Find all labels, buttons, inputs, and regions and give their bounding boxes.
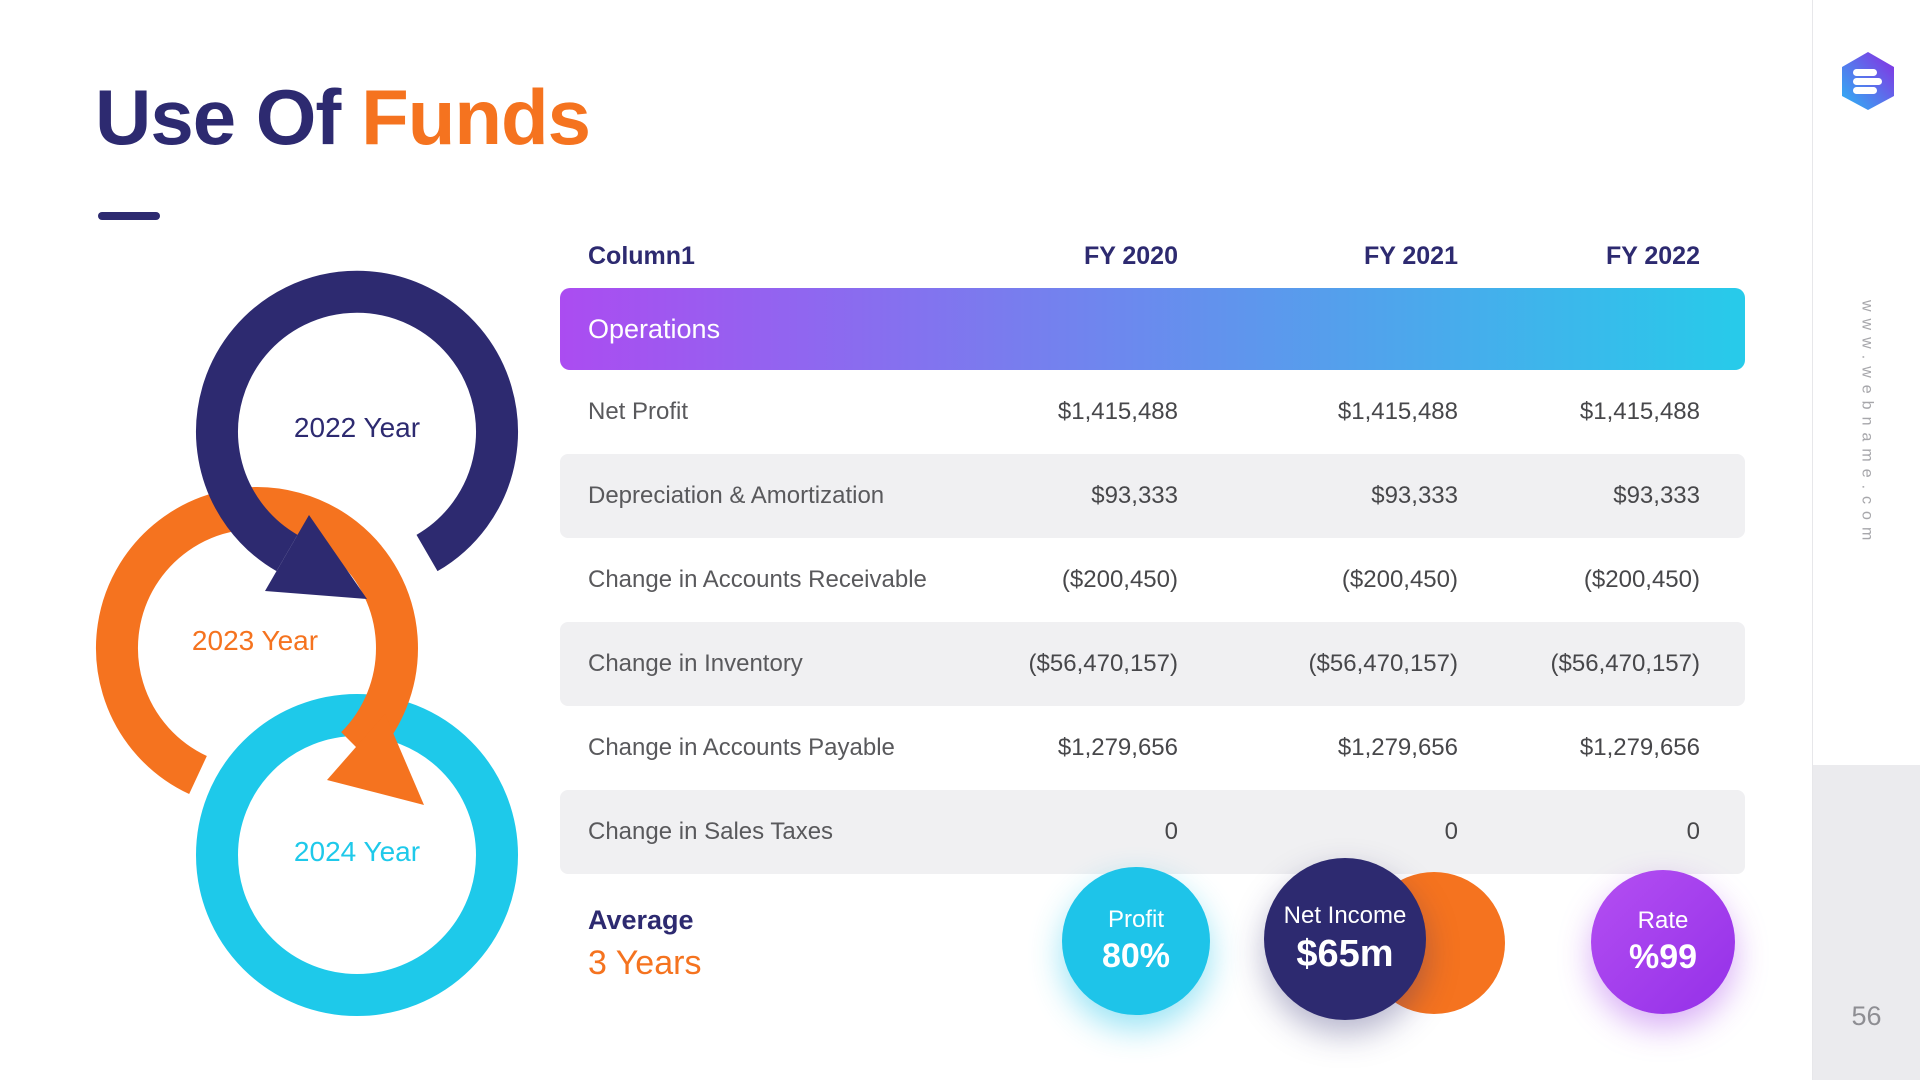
- section-label: Operations: [588, 313, 721, 344]
- column-header-label: Column1: [588, 241, 695, 270]
- row-label: Change in Accounts Receivable: [588, 566, 927, 593]
- row-label: Change in Accounts Payable: [588, 734, 895, 761]
- table-row: Change in Accounts Payable $1,279,656 $1…: [560, 706, 1745, 790]
- profit-badge: Profit 80%: [1062, 867, 1210, 1015]
- table-row: Change in Sales Taxes 0 0 0: [560, 790, 1745, 874]
- cell-value: $93,333: [1371, 482, 1458, 509]
- title-part-1: Use Of: [95, 73, 341, 161]
- net-income-badge: Net Income $65m: [1264, 858, 1426, 1020]
- row-label: Change in Inventory: [588, 650, 803, 677]
- cell-value: ($56,470,157): [1550, 650, 1700, 677]
- cell-value: $1,415,488: [1337, 398, 1458, 425]
- cell-value: $1,279,656: [1579, 734, 1700, 761]
- sidebar-bottom-panel: 56: [1813, 765, 1920, 1080]
- page-title: Use Of Funds: [95, 72, 591, 163]
- section-header-operations: Operations: [560, 288, 1745, 370]
- cell-value: 0: [1444, 818, 1458, 845]
- row-label: Net Profit: [588, 398, 689, 425]
- cell-value: ($200,450): [1341, 566, 1458, 593]
- arrow-2023-icon: [327, 714, 424, 805]
- table-header-row: Column1 FY 2020 FY 2021 FY 2022: [560, 232, 1745, 280]
- row-label: Change in Sales Taxes: [588, 818, 834, 845]
- profit-badge-label: Profit: [1107, 906, 1164, 933]
- cell-value: ($200,450): [1583, 566, 1700, 593]
- website-url: www.webname.com: [1858, 300, 1876, 548]
- rate-badge-value: %99: [1628, 938, 1698, 976]
- financial-table: Column1 FY 2020 FY 2021 FY 2022 Operatio…: [560, 232, 1745, 874]
- page-number: 56: [1851, 1001, 1882, 1031]
- ring-2022: [196, 270, 518, 599]
- cell-value: $93,333: [1091, 482, 1178, 509]
- cell-value: $93,333: [1613, 482, 1700, 509]
- cell-value: ($200,450): [1061, 566, 1178, 593]
- year-label-2024: 2024 Year: [293, 836, 421, 867]
- cell-value: $1,279,656: [1337, 734, 1458, 761]
- right-sidebar: www.webname.com 56: [1812, 0, 1920, 1080]
- year-label-2022: 2022 Year: [293, 412, 421, 443]
- cell-value: $1,415,488: [1579, 398, 1700, 425]
- cell-value: ($56,470,157): [1308, 650, 1458, 677]
- net-income-badge-label: Net Income: [1283, 902, 1407, 929]
- year-cycle-graphic: [95, 270, 518, 1016]
- summary-label: Average: [588, 905, 694, 935]
- title-underline: [98, 212, 160, 220]
- row-label: Depreciation & Amortization: [588, 482, 885, 509]
- summary-block: Average 3 Years: [588, 905, 701, 983]
- table-row: Change in Accounts Receivable ($200,450)…: [560, 538, 1745, 622]
- year-label-2023: 2023 Year: [191, 625, 319, 656]
- rate-badge-label: Rate: [1637, 907, 1689, 934]
- title-part-2: Funds: [361, 73, 591, 161]
- table-row: Net Profit $1,415,488 $1,415,488 $1,415,…: [560, 370, 1745, 454]
- table-row: Depreciation & Amortization $93,333 $93,…: [560, 454, 1745, 538]
- cell-value: ($56,470,157): [1028, 650, 1178, 677]
- column-header-fy2020: FY 2020: [1083, 241, 1178, 270]
- table-row: Change in Inventory ($56,470,157) ($56,4…: [560, 622, 1745, 706]
- rate-badge: Rate %99: [1591, 870, 1735, 1014]
- net-income-badge-value: $65m: [1296, 933, 1394, 975]
- cell-value: $1,279,656: [1057, 734, 1178, 761]
- column-header-fy2022: FY 2022: [1605, 241, 1700, 270]
- profit-badge-value: 80%: [1101, 937, 1171, 975]
- arrow-2022-icon: [265, 515, 367, 599]
- cell-value: $1,415,488: [1057, 398, 1178, 425]
- summary-period: 3 Years: [588, 944, 702, 982]
- brand-logo-icon: [1842, 52, 1894, 110]
- column-header-fy2021: FY 2021: [1363, 241, 1458, 270]
- cell-value: 0: [1164, 818, 1178, 845]
- cell-value: 0: [1686, 818, 1700, 845]
